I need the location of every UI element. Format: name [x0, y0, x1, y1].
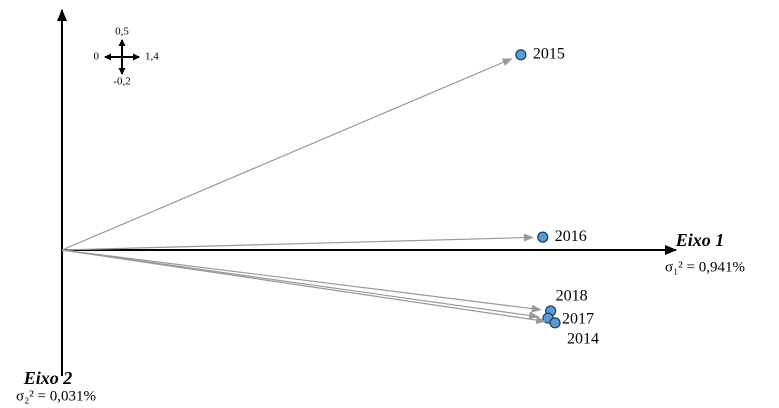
point — [515, 49, 527, 61]
point — [549, 317, 561, 329]
x-tick-label: 0 — [94, 51, 100, 63]
point-label: 2015 — [533, 46, 565, 63]
vector — [61, 249, 547, 325]
vector — [61, 233, 534, 251]
vector — [61, 249, 540, 320]
x-axis-variance: σ₁² = 0,941% — [665, 259, 745, 275]
y-tick-label: -0,2 — [113, 76, 130, 88]
y-axis-title: Eixo 2 — [23, 368, 73, 388]
vector — [61, 249, 542, 313]
y-tick-label: 0,5 — [115, 26, 129, 38]
point-label: 2014 — [567, 330, 599, 347]
point-label: 2017 — [562, 311, 594, 328]
x-axis-title: Eixo 1 — [675, 230, 725, 250]
point-label: 2016 — [555, 228, 587, 245]
vector — [61, 58, 513, 251]
point — [537, 231, 549, 243]
x-tick-label: 1,4 — [145, 51, 159, 63]
point-label: 2018 — [556, 288, 588, 305]
y-axis-variance: σ₂² = 0,031% — [16, 388, 96, 404]
